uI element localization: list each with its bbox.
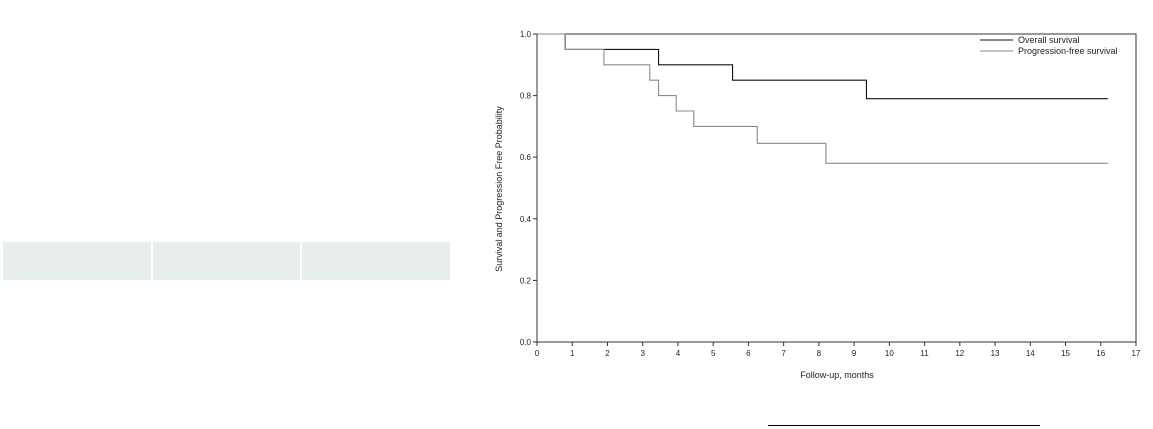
legend-label: Progression-free survival	[1018, 46, 1118, 56]
x-tick-label: 6	[746, 349, 751, 358]
x-tick-label: 10	[885, 349, 894, 358]
plot-area-border	[536, 33, 1137, 343]
x-tick-label: 17	[1132, 349, 1141, 358]
x-tick-label: 16	[1096, 349, 1105, 358]
y-tick-label: 0.8	[520, 92, 532, 101]
y-tick-label: 1.0	[520, 30, 532, 39]
x-tick-label: 4	[676, 349, 681, 358]
x-tick-label: 9	[852, 349, 857, 358]
x-tick-label: 5	[711, 349, 716, 358]
y-tick-label: 0.6	[520, 153, 532, 162]
table-header-cell	[302, 242, 451, 280]
x-tick-label: 2	[605, 349, 610, 358]
y-tick-label: 0.0	[520, 338, 532, 347]
y-tick-label: 0.4	[520, 215, 532, 224]
x-tick-label: 12	[955, 349, 964, 358]
divider-line	[768, 425, 1040, 426]
x-axis-title: Follow-up, months	[800, 370, 874, 380]
series-line-progression-free-survival	[537, 33, 1108, 164]
table-header-cell	[152, 242, 301, 280]
x-tick-label: 13	[991, 349, 1000, 358]
x-tick-label: 3	[640, 349, 645, 358]
x-tick-label: 15	[1061, 349, 1070, 358]
x-tick-label: 0	[535, 349, 540, 358]
table-header-cell	[3, 242, 151, 280]
x-tick-label: 7	[781, 349, 786, 358]
x-tick-label: 1	[570, 349, 575, 358]
y-tick-label: 0.2	[520, 276, 532, 285]
table-header-row	[3, 242, 451, 280]
x-tick-label: 14	[1026, 349, 1035, 358]
x-tick-label: 11	[920, 349, 929, 358]
y-axis-title: Survival and Progression Free Probabilit…	[494, 106, 504, 272]
x-tick-label: 8	[817, 349, 822, 358]
legend-label: Overall survival	[1018, 35, 1080, 45]
